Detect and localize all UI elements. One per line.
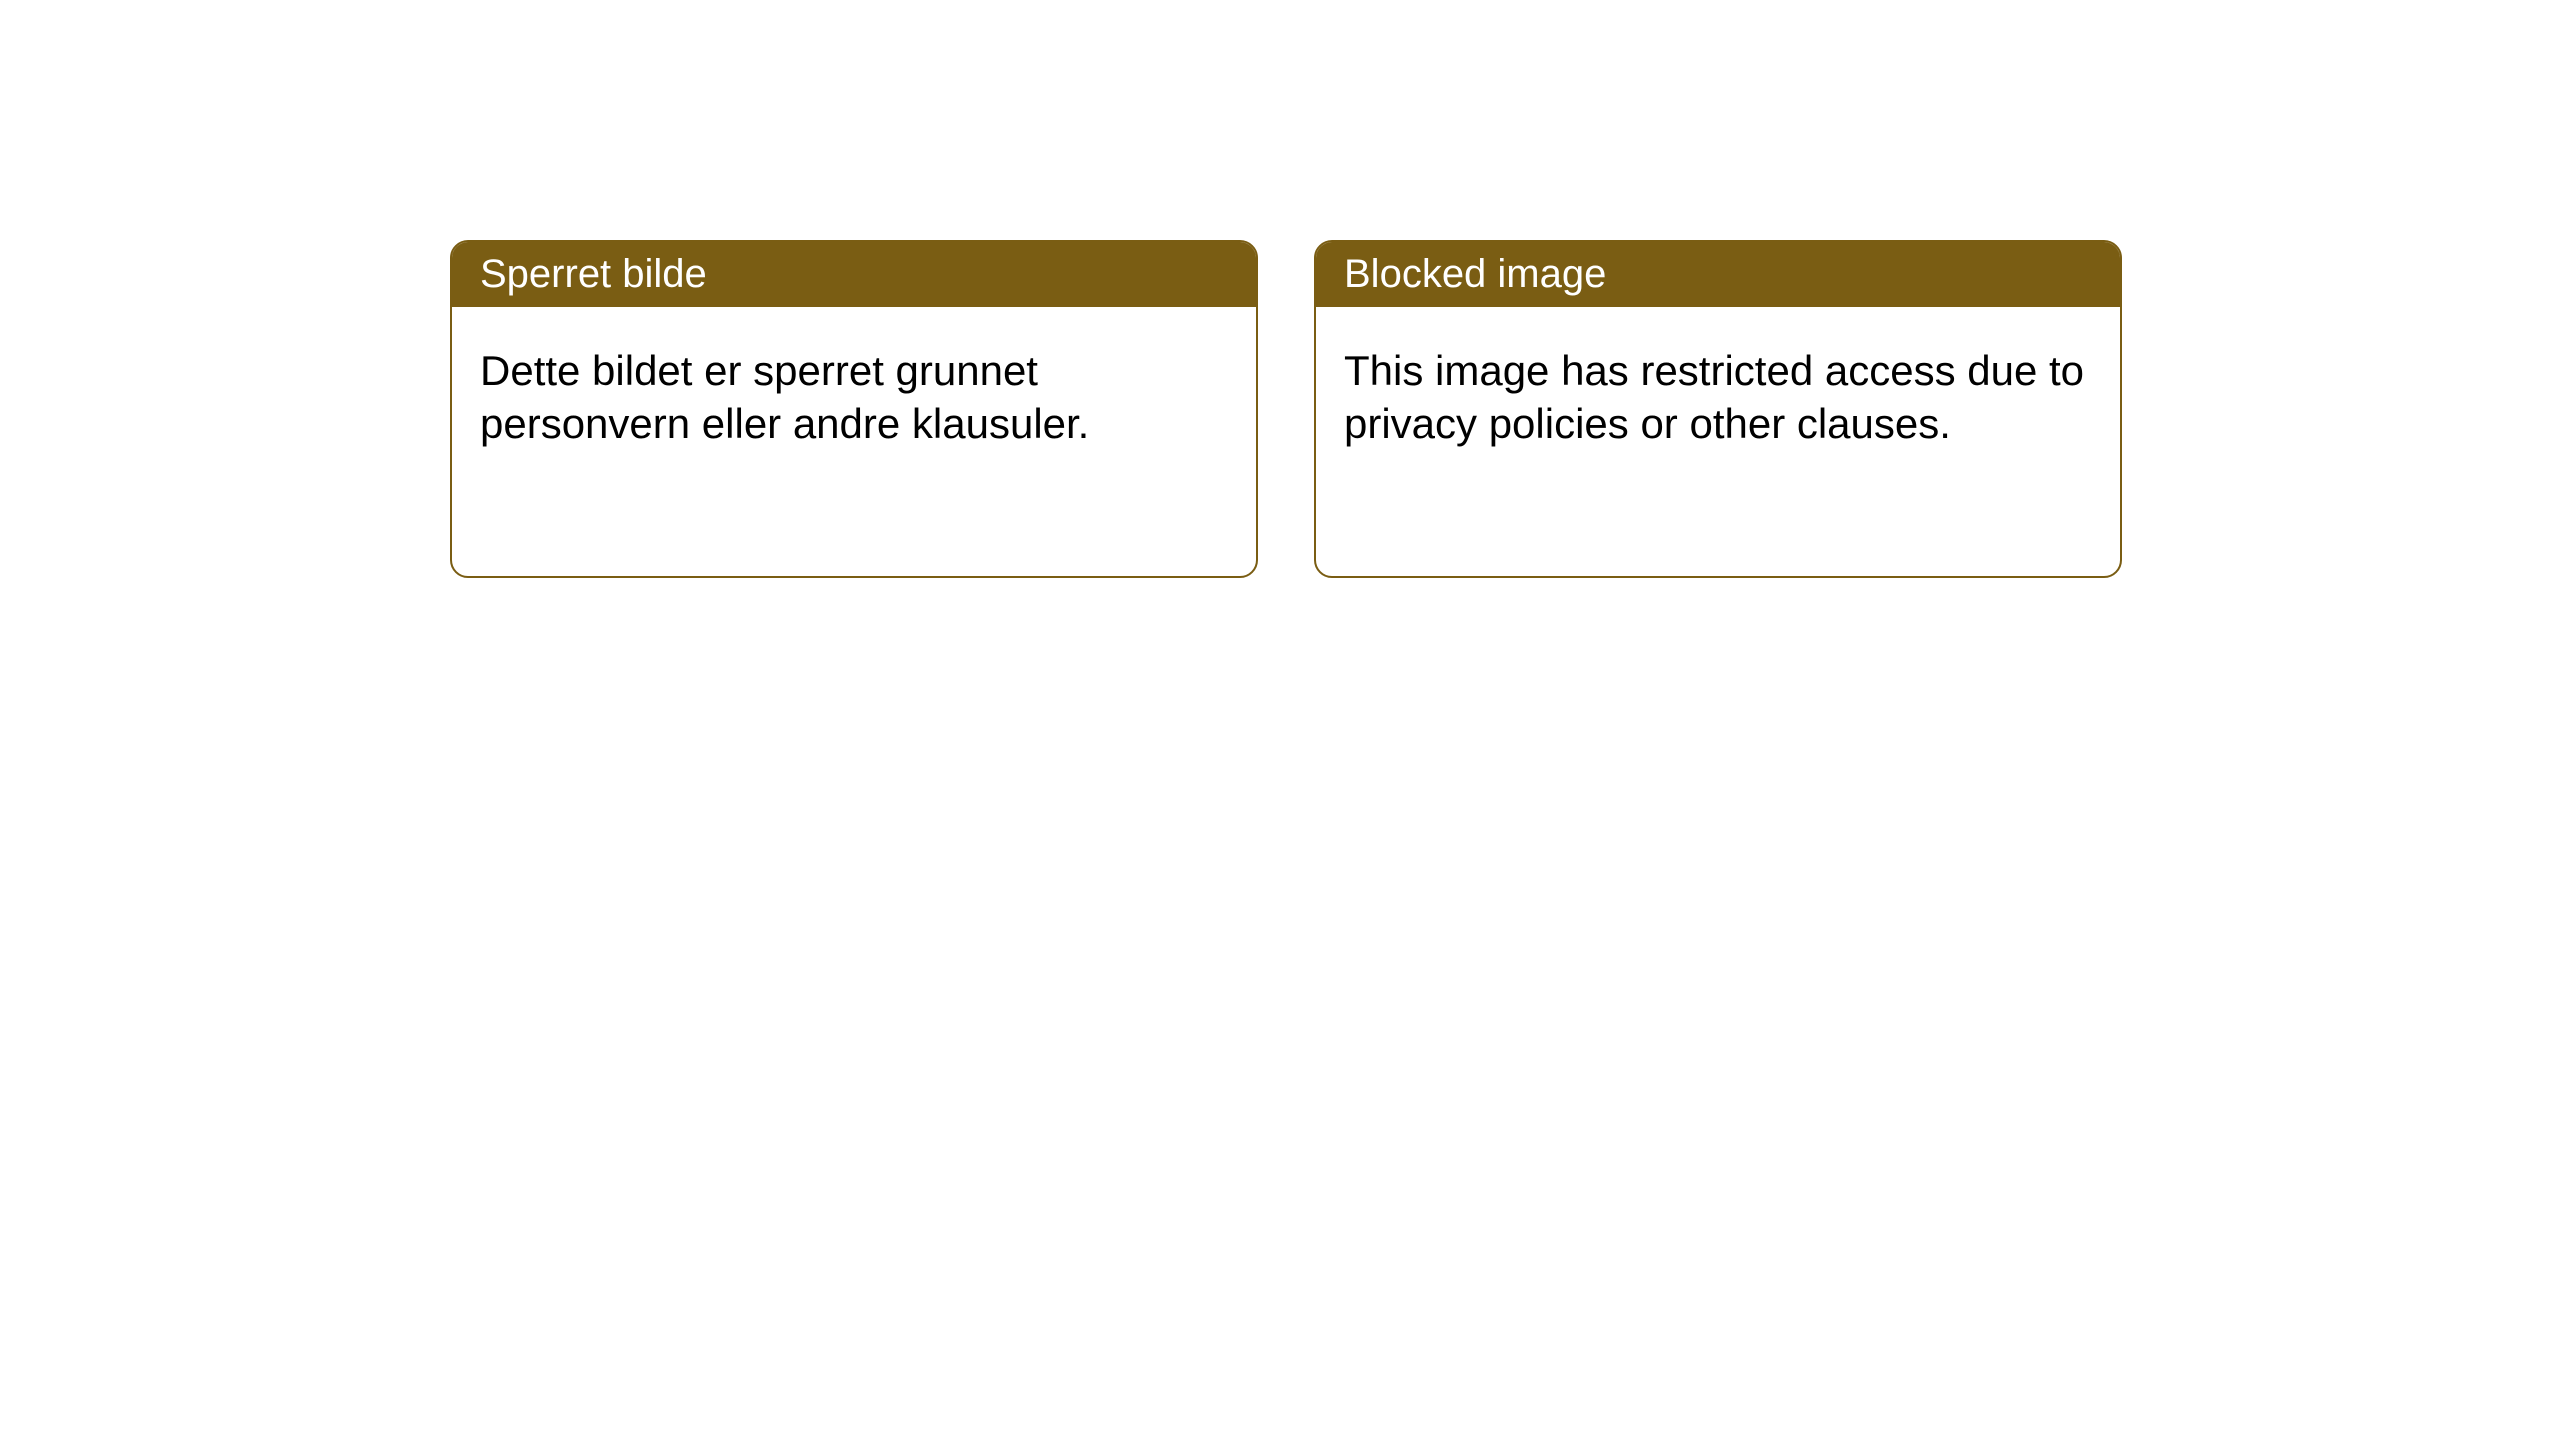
notice-card-norwegian: Sperret bilde Dette bildet er sperret gr… — [450, 240, 1258, 578]
notice-header-norwegian: Sperret bilde — [452, 242, 1256, 307]
notice-body-english: This image has restricted access due to … — [1316, 307, 2120, 488]
notice-card-english: Blocked image This image has restricted … — [1314, 240, 2122, 578]
notice-container: Sperret bilde Dette bildet er sperret gr… — [450, 240, 2122, 578]
notice-header-english: Blocked image — [1316, 242, 2120, 307]
notice-body-norwegian: Dette bildet er sperret grunnet personve… — [452, 307, 1256, 488]
